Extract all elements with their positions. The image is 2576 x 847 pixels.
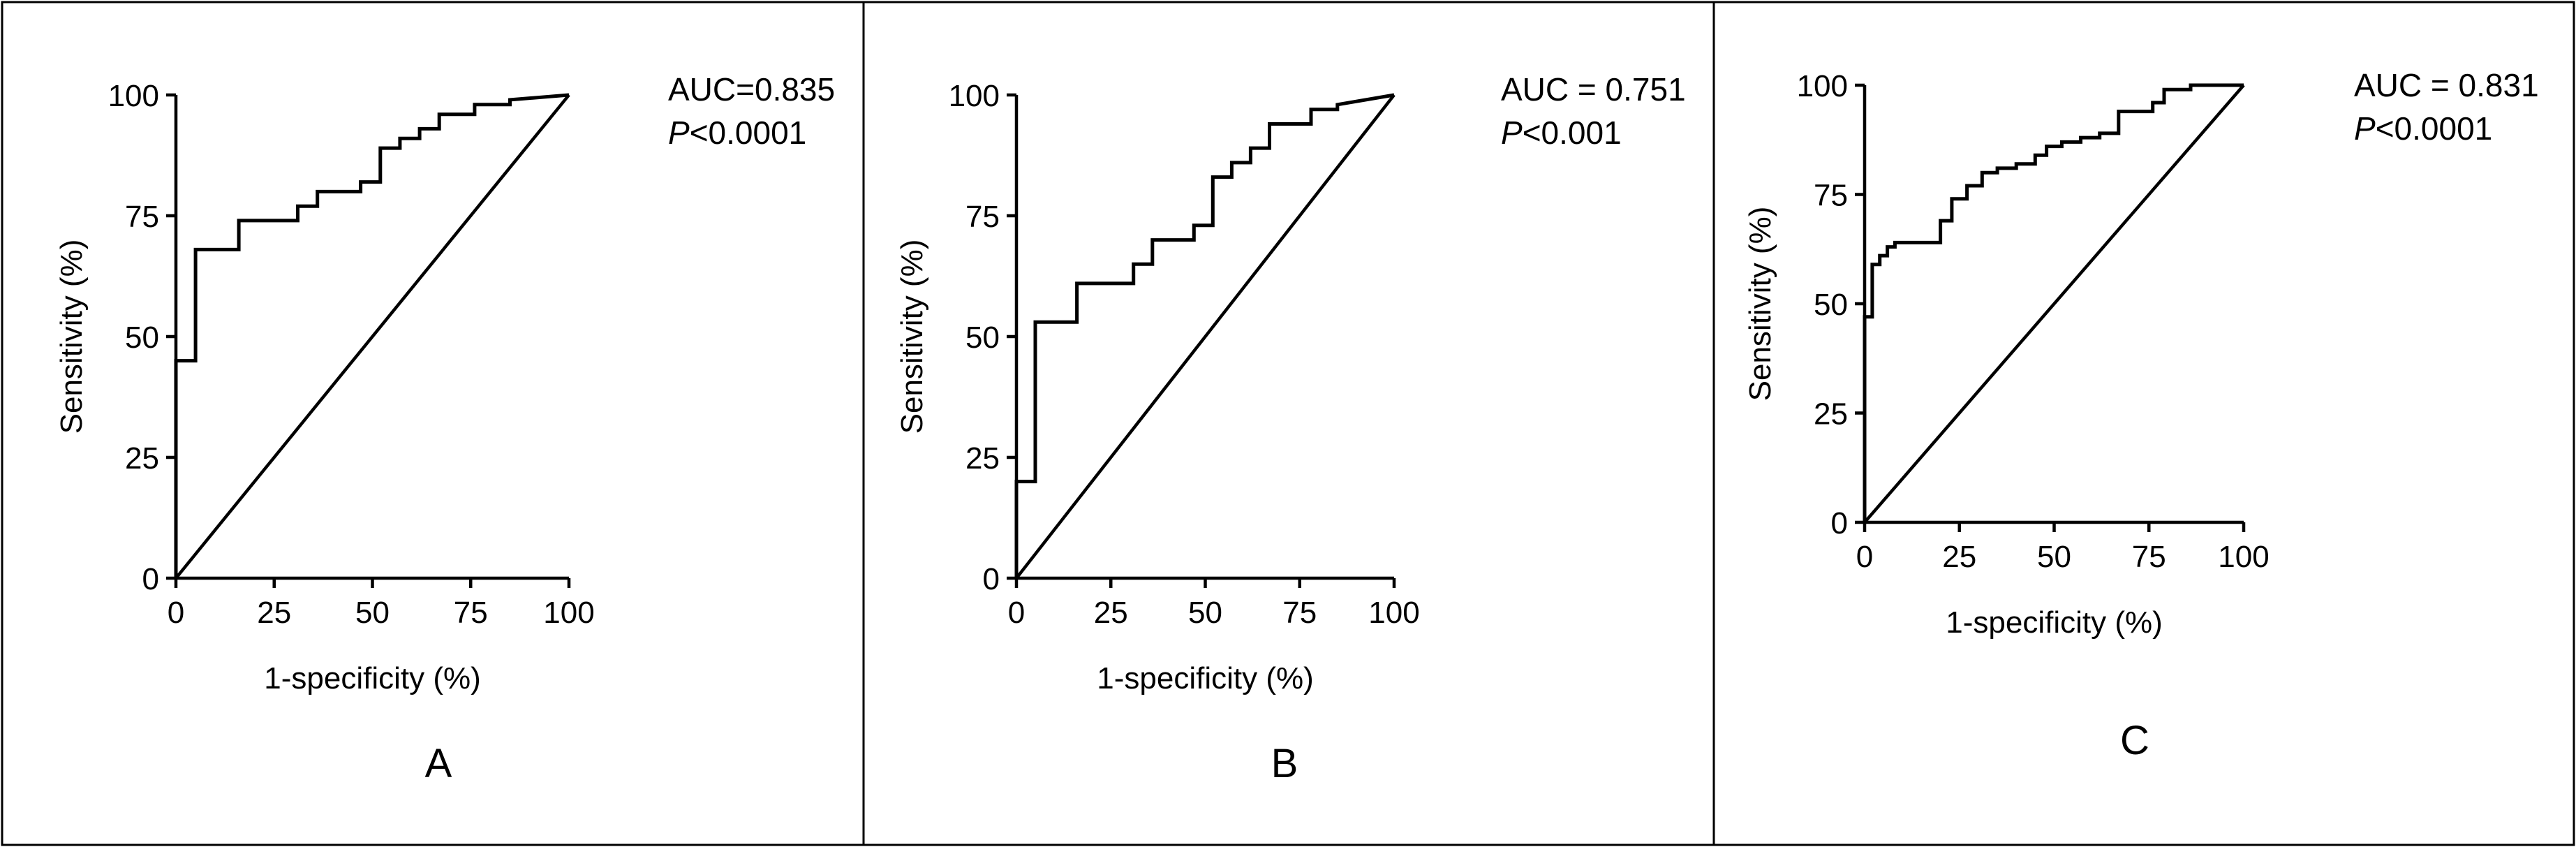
x-tick-label: 100 [2218, 540, 2269, 574]
roc-curve [1014, 93, 1395, 578]
roc-panel-c: 0 25 50 75 100 0 25 50 75 100 1-specificity (%) Sen… [1743, 67, 2539, 763]
panel-label: B [1271, 741, 1298, 786]
p-value-symbol: P [1501, 115, 1523, 151]
x-tick-label: 75 [454, 596, 488, 630]
x-tick-label: 50 [355, 596, 390, 630]
y-tick-label: 100 [108, 79, 159, 113]
x-tick-label: 75 [2132, 540, 2166, 574]
reference-diagonal-line [175, 94, 570, 580]
y-axis-title: Sensitivity (%) [895, 240, 929, 434]
p-value-text: <0.0001 [2376, 110, 2493, 147]
auc-annotation: AUC = 0.831 [2354, 67, 2539, 103]
p-value-symbol: P [2354, 110, 2376, 147]
x-tick-label: 100 [543, 596, 594, 630]
roc-curve [174, 93, 570, 578]
y-tick-label: 75 [965, 200, 1000, 234]
reference-diagonal-line [1015, 94, 1396, 580]
x-axis-title: 1-specificity (%) [264, 661, 481, 695]
roc-panel-a: 0 25 50 75 100 0 25 50 75 100 1-specificity (%) Sen… [54, 71, 835, 786]
y-tick-label: 0 [1831, 506, 1848, 540]
roc-panel-b: 0 25 50 75 100 0 25 50 75 100 1-specificity (%) Sen… [895, 71, 1686, 786]
y-tick-label: 50 [965, 321, 1000, 355]
x-tick-label: 100 [1368, 596, 1419, 630]
y-axis-title: Sensitivity (%) [54, 240, 89, 434]
y-tick-label: 25 [965, 441, 1000, 476]
y-tick-label: 25 [1814, 397, 1848, 432]
y-tick-label: 0 [983, 562, 1000, 596]
p-value-annotation: P<0.0001 [668, 115, 806, 151]
y-tick-label: 75 [125, 200, 159, 234]
y-tick-label: 50 [1814, 288, 1848, 322]
x-axis-title: 1-specificity (%) [1097, 661, 1314, 695]
x-tick-label: 25 [257, 596, 291, 630]
x-tick-label: 50 [1188, 596, 1222, 630]
reference-diagonal-line [1863, 84, 2245, 524]
roc-panels: 0 25 50 75 100 0 25 50 75 100 1-specificity (%) Sen… [54, 67, 2539, 786]
p-value-annotation: P<0.001 [1501, 115, 1622, 151]
x-tick-label: 25 [1942, 540, 1976, 574]
y-axis-title: Sensitivity (%) [1743, 207, 1777, 402]
y-tick-label: 100 [1797, 69, 1848, 103]
x-tick-label: 0 [168, 596, 184, 630]
p-value-text: <0.0001 [690, 115, 807, 151]
x-tick-label: 0 [1856, 540, 1873, 574]
y-tick-label: 75 [1814, 179, 1848, 213]
x-tick-label: 0 [1008, 596, 1025, 630]
y-tick-label: 50 [125, 321, 159, 355]
p-value-annotation: P<0.0001 [2354, 110, 2492, 147]
x-tick-label: 50 [2037, 540, 2071, 574]
p-value-symbol: P [668, 115, 690, 151]
p-value-text: <0.001 [1523, 115, 1622, 151]
x-tick-label: 75 [1282, 596, 1317, 630]
panel-label: C [2120, 718, 2149, 763]
y-tick-label: 100 [949, 79, 1000, 113]
panel-label: A [425, 741, 452, 786]
auc-annotation: AUC = 0.751 [1501, 71, 1686, 108]
roc-curve [1863, 83, 2244, 522]
x-axis-title: 1-specificity (%) [1946, 605, 2163, 640]
auc-annotation: AUC=0.835 [668, 71, 835, 108]
y-tick-label: 25 [125, 441, 159, 476]
y-tick-label: 0 [142, 562, 159, 596]
x-tick-label: 25 [1094, 596, 1128, 630]
